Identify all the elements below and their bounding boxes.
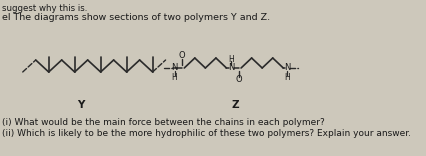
Text: N: N xyxy=(227,63,234,73)
Text: N: N xyxy=(283,63,290,73)
Text: (i) What would be the main force between the chains in each polymer?: (i) What would be the main force between… xyxy=(3,118,325,127)
Text: O: O xyxy=(235,76,242,85)
Text: H: H xyxy=(228,54,234,63)
Text: H: H xyxy=(171,73,177,81)
Text: el The diagrams show sections of two polymers Y and Z.: el The diagrams show sections of two pol… xyxy=(3,13,270,22)
Text: H: H xyxy=(284,73,290,81)
Text: Y: Y xyxy=(77,100,85,110)
Text: N: N xyxy=(171,63,177,73)
Text: suggest why this is.: suggest why this is. xyxy=(3,4,88,13)
Text: (ii) Which is likely to be the more hydrophilic of these two polymers? Explain y: (ii) Which is likely to be the more hydr… xyxy=(3,129,411,138)
Text: Z: Z xyxy=(230,100,238,110)
Text: O: O xyxy=(178,51,185,61)
